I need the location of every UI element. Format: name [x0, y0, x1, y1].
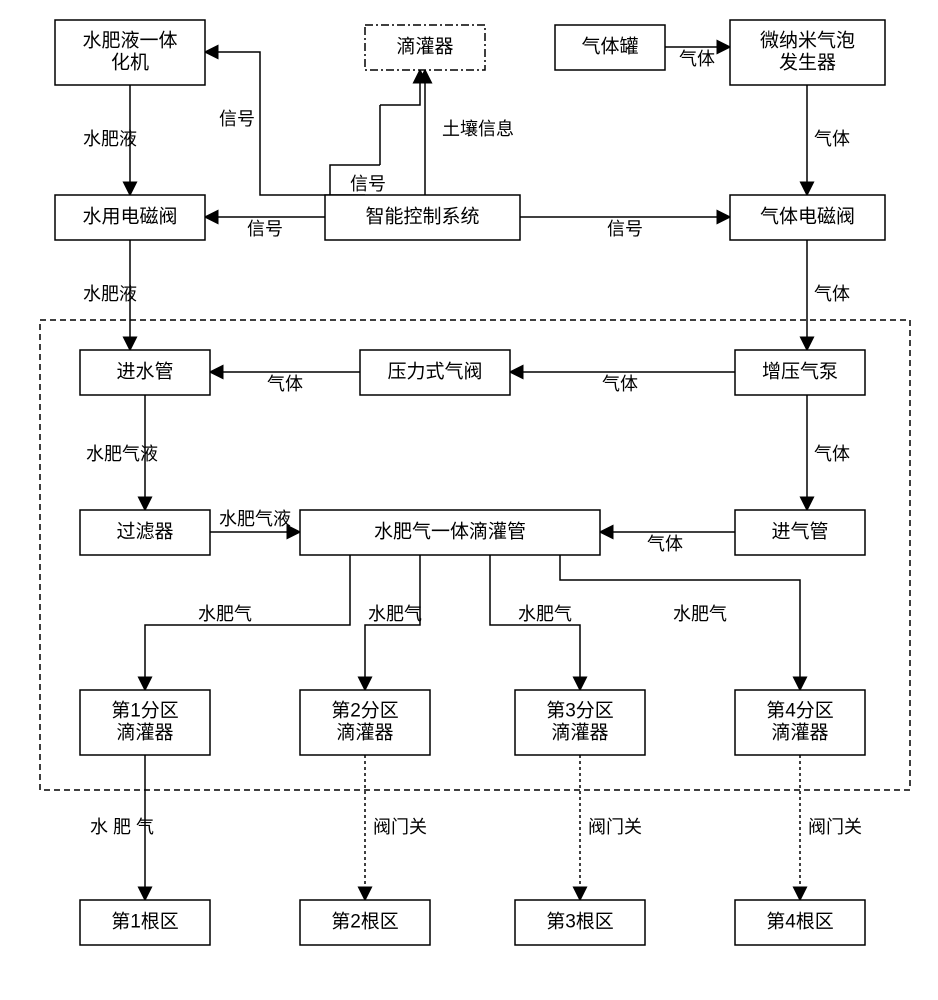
edge-label: 水肥气 [518, 604, 572, 624]
node-drippipe: 水肥气一体滴灌管 [300, 510, 600, 555]
edge-label: 水肥气液 [219, 509, 291, 529]
node-pvalve: 压力式气阀 [360, 350, 510, 395]
node-label: 水肥气一体滴灌管 [374, 521, 526, 543]
edge-label: 阀门关 [808, 817, 862, 837]
edge-label: 水肥液 [83, 129, 137, 149]
edge-label: 气体 [267, 374, 303, 394]
edge-label: 气体 [647, 534, 683, 554]
edge-label: 气体 [679, 49, 715, 69]
edge-label: 水肥气液 [86, 444, 158, 464]
node-pump: 增压气泵 [735, 350, 865, 395]
node-z3: 第3分区滴灌器 [515, 690, 645, 755]
node-gvalve: 气体电磁阀 [730, 195, 885, 240]
node-label: 第2根区 [331, 911, 399, 933]
edge-label: 土壤信息 [442, 119, 514, 139]
node-ctrl: 智能控制系统 [325, 195, 520, 240]
node-label: 滴灌器 [551, 722, 608, 744]
node-label: 第3分区 [546, 700, 614, 722]
node-inpipe: 进水管 [80, 350, 210, 395]
edge-label: 阀门关 [588, 817, 642, 837]
node-wvalve: 水用电磁阀 [55, 195, 205, 240]
node-label: 增压气泵 [762, 361, 838, 383]
node-label: 水肥液一体 [82, 30, 177, 52]
node-gaspipe: 进气管 [735, 510, 865, 555]
edge-label: 气体 [814, 444, 850, 464]
edge [380, 70, 420, 105]
node-label: 智能控制系统 [365, 206, 479, 228]
edge-label: 气体 [602, 374, 638, 394]
node-label: 水用电磁阀 [82, 206, 177, 228]
node-r2: 第2根区 [300, 900, 430, 945]
edge-label: 水肥气 [198, 604, 252, 624]
edge-label: 气体 [814, 129, 850, 149]
node-label: 滴灌器 [116, 722, 173, 744]
node-integ: 水肥液一体化机 [55, 20, 205, 85]
node-label: 发生器 [779, 52, 836, 74]
edge-label: 信号 [219, 109, 255, 129]
node-label: 第1分区 [111, 700, 179, 722]
node-label: 进气管 [771, 521, 828, 543]
node-label: 过滤器 [116, 521, 173, 543]
node-label: 第4根区 [766, 911, 834, 933]
node-label: 气体罐 [581, 36, 638, 58]
node-label: 滴灌器 [771, 722, 828, 744]
node-label: 压力式气阀 [387, 361, 482, 383]
node-label: 第3根区 [546, 911, 614, 933]
edge-label: 信号 [350, 174, 386, 194]
node-label: 化机 [111, 52, 149, 74]
edge-label: 水肥液 [83, 284, 137, 304]
nodes-layer: 水肥液一体化机滴灌器气体罐微纳米气泡发生器水用电磁阀智能控制系统气体电磁阀进水管… [55, 20, 885, 945]
edge-label: 气体 [814, 284, 850, 304]
edge-label: 阀门关 [373, 817, 427, 837]
edge-label: 水 肥 气 [90, 817, 154, 837]
node-z4: 第4分区滴灌器 [735, 690, 865, 755]
node-gastank: 气体罐 [555, 25, 665, 70]
edge-label: 水肥气 [368, 604, 422, 624]
node-label: 第1根区 [111, 911, 179, 933]
node-label: 第4分区 [766, 700, 834, 722]
node-label: 气体电磁阀 [760, 206, 855, 228]
node-drip: 滴灌器 [365, 25, 485, 70]
node-z2: 第2分区滴灌器 [300, 690, 430, 755]
node-r1: 第1根区 [80, 900, 210, 945]
edge-label: 信号 [247, 219, 283, 239]
node-label: 第2分区 [331, 700, 399, 722]
node-label: 微纳米气泡 [760, 30, 855, 52]
node-r4: 第4根区 [735, 900, 865, 945]
node-z1: 第1分区滴灌器 [80, 690, 210, 755]
node-label: 滴灌器 [336, 722, 393, 744]
edges-layer: 水肥液水肥液信号土壤信息信号信号信号气体气体气体气体气体水肥气液气体水肥气液气体… [83, 47, 862, 900]
node-microgen: 微纳米气泡发生器 [730, 20, 885, 85]
edge-label: 信号 [607, 219, 643, 239]
edge-label: 水肥气 [673, 604, 727, 624]
node-label: 进水管 [116, 361, 173, 383]
node-filter: 过滤器 [80, 510, 210, 555]
node-r3: 第3根区 [515, 900, 645, 945]
node-label: 滴灌器 [396, 36, 453, 58]
